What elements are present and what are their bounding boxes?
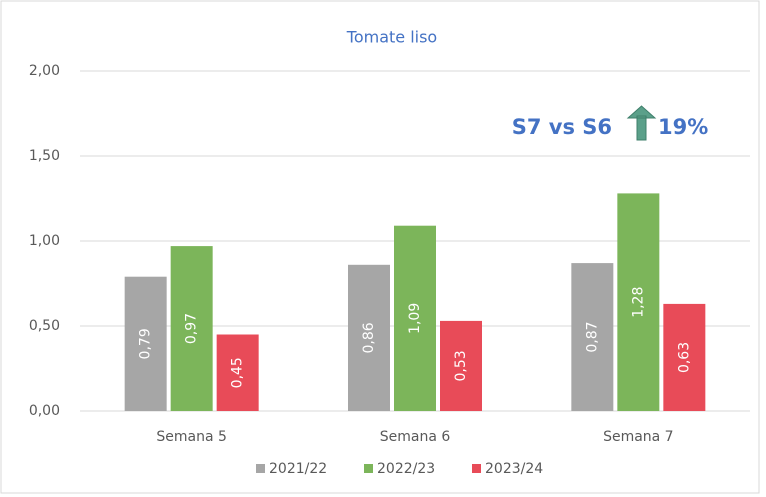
y-tick-label: 0,50 <box>29 318 60 334</box>
bar <box>663 303 706 411</box>
legend-swatch <box>472 464 481 473</box>
y-tick-label: 1,00 <box>29 233 60 249</box>
y-tick-label: 1,50 <box>29 148 60 164</box>
data-label: 1,09 <box>407 303 423 334</box>
data-label: 0,86 <box>361 322 377 353</box>
legend-label: 2023/24 <box>485 461 543 477</box>
bar <box>124 276 167 411</box>
up-arrow-icon <box>626 105 657 141</box>
annotation-change: 19% <box>658 115 708 139</box>
legend-label: 2022/23 <box>377 461 435 477</box>
data-label: 0,79 <box>138 328 154 359</box>
data-label: 1,28 <box>630 287 646 318</box>
legend-swatch <box>256 464 265 473</box>
bar <box>348 264 390 411</box>
x-tick-label: Semana 7 <box>603 429 674 445</box>
data-label: 0,53 <box>453 350 469 381</box>
data-label: 0,97 <box>184 313 200 344</box>
y-tick-label: 2,00 <box>29 63 60 79</box>
bar <box>216 334 259 411</box>
bar <box>571 263 614 411</box>
x-tick-label: Semana 6 <box>380 429 451 445</box>
data-label: 0,87 <box>584 321 600 352</box>
chart-title: Tomate liso <box>346 28 437 47</box>
bar <box>394 225 436 411</box>
x-tick-label: Semana 5 <box>156 429 227 445</box>
legend-swatch <box>364 464 373 473</box>
bar <box>617 193 660 411</box>
annotation-text: S7 vs S6 <box>512 115 612 139</box>
legend-label: 2021/22 <box>269 461 327 477</box>
data-label: 0,45 <box>230 357 246 388</box>
bar <box>440 320 482 411</box>
data-label: 0,63 <box>676 342 692 373</box>
bar <box>170 246 213 411</box>
y-tick-label: 0,00 <box>29 403 60 419</box>
